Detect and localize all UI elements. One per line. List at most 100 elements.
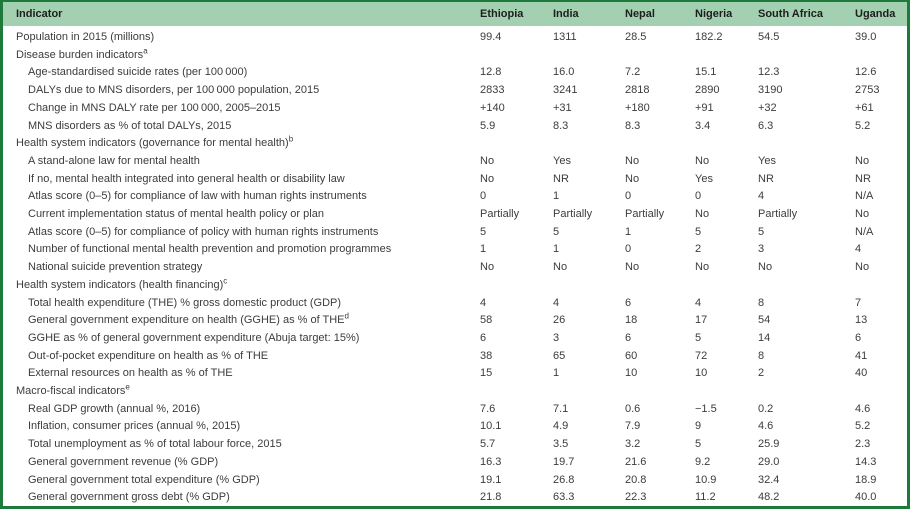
- table-row: Total health expenditure (THE) % gross d…: [3, 295, 907, 313]
- value-cell: 16.3: [480, 455, 502, 468]
- value-cell: 5: [553, 225, 560, 238]
- value-cell: [855, 383, 907, 401]
- row-label: Change in MNS DALY rate per 100 000, 200…: [28, 101, 281, 114]
- table-row: General government expenditure on health…: [3, 312, 907, 330]
- value-cell: 40: [855, 367, 868, 380]
- value-cell: 18: [625, 314, 638, 327]
- value-cell: 1: [480, 243, 487, 256]
- value-cell: [625, 277, 695, 295]
- value-cell: Partially: [553, 208, 593, 221]
- value-cell: 3190: [758, 84, 783, 97]
- value-cell: 5: [695, 331, 702, 344]
- value-cell: 3.4: [695, 119, 711, 132]
- value-cell: No: [625, 261, 640, 274]
- value-cell: 4.6: [758, 420, 774, 433]
- value-cell: No: [480, 261, 495, 274]
- value-cell: +32: [758, 101, 777, 114]
- value-cell: 17: [695, 314, 708, 327]
- section-row: Health system indicators (health financi…: [3, 277, 907, 295]
- value-cell: +91: [695, 101, 714, 114]
- value-cell: 8: [758, 349, 765, 362]
- value-cell: 19.1: [480, 473, 502, 486]
- table-row: Current implementation status of mental …: [3, 206, 907, 224]
- value-cell: 7.9: [625, 420, 641, 433]
- value-cell: 8: [758, 296, 765, 309]
- value-cell: 5.2: [855, 420, 871, 433]
- value-cell: 4: [855, 243, 862, 256]
- value-cell: No: [695, 208, 710, 221]
- value-cell: 4: [758, 190, 765, 203]
- row-label: DALYs due to MNS disorders, per 100 000 …: [28, 84, 320, 97]
- value-cell: −1.5: [695, 402, 717, 415]
- value-cell: 4.9: [553, 420, 569, 433]
- table-row: Total unemployment as % of total labour …: [3, 436, 907, 454]
- value-cell: [855, 135, 907, 153]
- footnote-marker: d: [344, 312, 349, 321]
- value-cell: 15: [480, 367, 493, 380]
- row-label: Population in 2015 (millions): [16, 31, 155, 43]
- table-row: External resources on health as % of THE…: [3, 365, 907, 383]
- value-cell: 6: [625, 296, 632, 309]
- header-cell-india: India: [553, 2, 625, 26]
- value-cell: [695, 277, 758, 295]
- value-cell: [758, 277, 855, 295]
- value-cell: 9: [695, 420, 702, 433]
- table-row: DALYs due to MNS disorders, per 100 000 …: [3, 82, 907, 100]
- value-cell: [695, 135, 758, 153]
- value-cell: Yes: [758, 154, 776, 167]
- table-row: General government revenue (% GDP) 16.3 19…: [3, 454, 907, 472]
- value-cell: 20.8: [625, 473, 647, 486]
- row-label: Total unemployment as % of total labour …: [28, 438, 282, 451]
- value-cell: 13: [855, 314, 868, 327]
- value-cell: 12.6: [855, 66, 877, 79]
- value-cell: 7.2: [625, 66, 641, 79]
- value-cell: 10: [695, 367, 708, 380]
- row-label: External resources on health as % of THE: [28, 367, 233, 380]
- value-cell: No: [625, 154, 640, 167]
- table-row: If no, mental health integrated into gen…: [3, 171, 907, 189]
- value-cell: 2753: [855, 84, 880, 97]
- value-cell: 0: [625, 243, 632, 256]
- value-cell: NR: [758, 172, 774, 185]
- table-row: National suicide prevention strategy No No…: [3, 259, 907, 277]
- value-cell: +31: [553, 101, 572, 114]
- row-label: General government expenditure on health…: [28, 312, 349, 327]
- value-cell: 6: [480, 331, 487, 344]
- value-cell: 8.3: [625, 119, 641, 132]
- value-cell: [625, 383, 695, 401]
- value-cell: 2.3: [855, 438, 871, 451]
- value-cell: [553, 135, 625, 153]
- value-cell: 9.2: [695, 455, 711, 468]
- header-cell-south-africa: South Africa: [758, 2, 855, 26]
- value-cell: [758, 383, 855, 401]
- footnote-marker: e: [125, 383, 130, 392]
- table-row: Atlas score (0–5) for compliance of law …: [3, 188, 907, 206]
- table-row: Out-of-pocket expenditure on health as %…: [3, 348, 907, 366]
- value-cell: 5: [695, 225, 702, 238]
- value-cell: 0: [695, 190, 702, 203]
- value-cell: 3.5: [553, 438, 569, 451]
- value-cell: 58: [480, 314, 493, 327]
- row-label: National suicide prevention strategy: [28, 261, 203, 274]
- value-cell: No: [553, 261, 568, 274]
- table-row: GGHE as % of general government expendit…: [3, 330, 907, 348]
- table-row: MNS disorders as % of total DALYs, 2015 5…: [3, 118, 907, 136]
- value-cell: 5: [695, 438, 702, 451]
- value-cell: [480, 47, 553, 65]
- value-cell: 19.7: [553, 455, 575, 468]
- header-cell-uganda: Uganda: [855, 2, 907, 26]
- value-cell: 0: [480, 190, 487, 203]
- value-cell: 18.9: [855, 473, 877, 486]
- value-cell: [553, 383, 625, 401]
- value-cell: +61: [855, 101, 874, 114]
- footnote-marker: a: [143, 46, 148, 56]
- value-cell: 40.0: [855, 491, 877, 504]
- value-cell: 0: [625, 190, 632, 203]
- value-cell: [758, 135, 855, 153]
- value-cell: 6.3: [758, 119, 774, 132]
- value-cell: 14: [758, 331, 771, 344]
- value-cell: Yes: [695, 172, 713, 185]
- value-cell: No: [480, 172, 495, 185]
- value-cell: 2: [695, 243, 702, 256]
- table-row: A stand-alone law for mental health No Yes…: [3, 153, 907, 171]
